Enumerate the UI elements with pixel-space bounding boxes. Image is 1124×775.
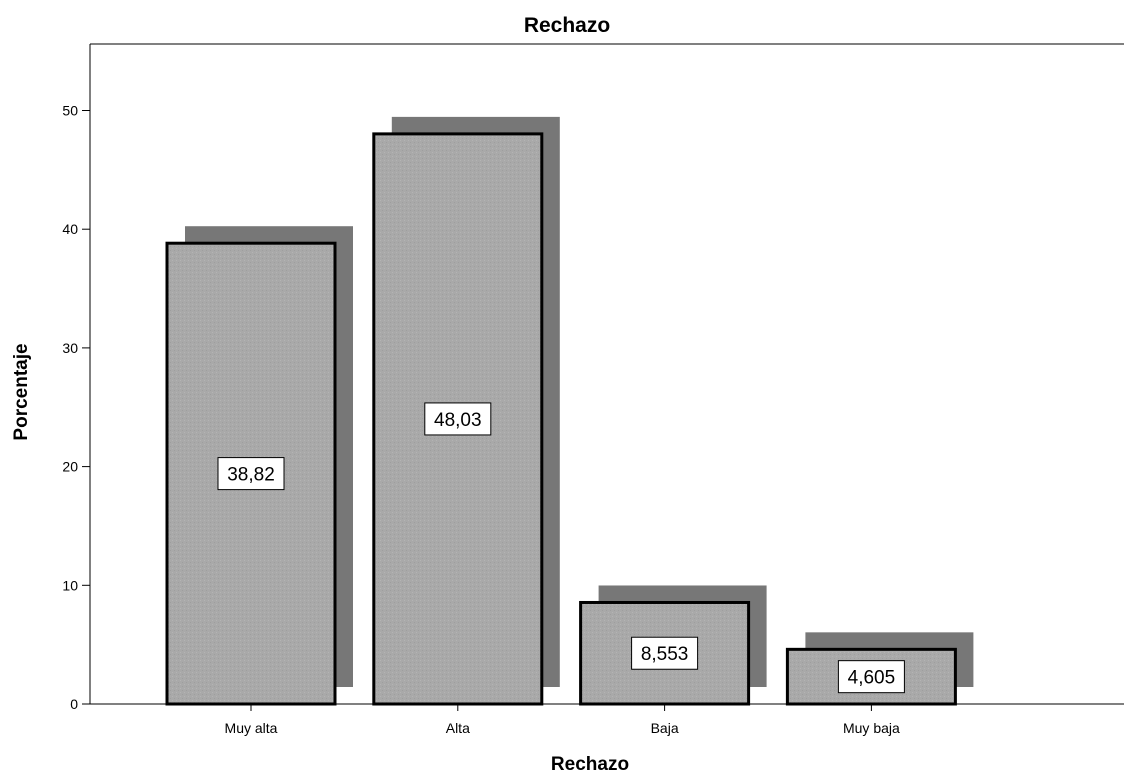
- y-axis-ticks: 0 10 20 30 40 50: [62, 103, 90, 712]
- data-label: 8,553: [641, 644, 689, 665]
- y-tick-label: 40: [62, 221, 78, 237]
- y-tick-label: 10: [62, 577, 78, 593]
- bars: [165, 132, 957, 706]
- x-category-label: Muy baja: [843, 720, 900, 736]
- x-category-label: Alta: [446, 720, 470, 736]
- data-label-box: [424, 402, 492, 436]
- data-label-box: [837, 660, 905, 694]
- y-axis-title: Porcentaje: [11, 343, 32, 440]
- x-category-label: Muy alta: [225, 720, 278, 736]
- data-label-box: [217, 457, 285, 491]
- data-label: 4,605: [848, 668, 896, 689]
- data-labels: 38,82 48,03 8,553 4,605: [217, 402, 905, 694]
- x-axis-ticks: Muy alta Alta Baja Muy baja: [225, 704, 900, 736]
- data-label-box: [631, 636, 699, 670]
- y-tick-label: 30: [62, 340, 78, 356]
- chart-title: Rechazo: [524, 14, 610, 37]
- x-axis-title: Rechazo: [551, 754, 629, 775]
- y-tick-label: 0: [70, 696, 78, 712]
- y-tick-label: 20: [62, 459, 78, 475]
- y-tick-label: 50: [62, 103, 78, 119]
- data-label: 38,82: [227, 465, 275, 486]
- x-category-label: Baja: [651, 720, 679, 736]
- data-label: 48,03: [434, 410, 482, 431]
